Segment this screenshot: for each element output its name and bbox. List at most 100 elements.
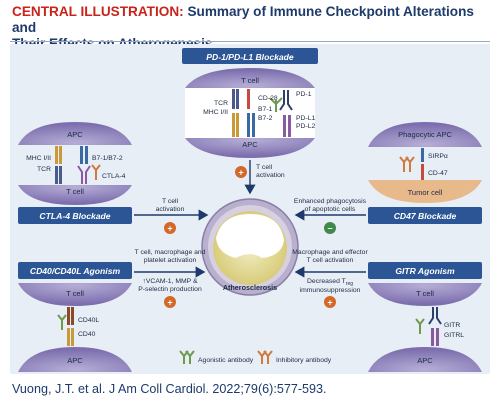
cd40-cd40l-label: CD40L <box>78 317 99 324</box>
ctla4-sign: + <box>167 224 172 234</box>
gitr-banner-text: GITR Agonism <box>395 266 455 276</box>
page-title: CENTRAL ILLUSTRATION: Summary of Immune … <box>12 4 492 52</box>
ctla4-banner-text: CTLA-4 Blockade <box>39 211 110 221</box>
pd1-effect-line2: activation <box>256 172 285 179</box>
gitr-effect-line2: T cell activation <box>307 257 354 264</box>
pd1-tcr-label: TCR <box>214 100 228 107</box>
ctla4-effect-line2: activation <box>156 206 185 213</box>
artery: Atherosclerosis <box>201 198 299 296</box>
pd1-plus-badge <box>235 166 247 178</box>
pd1-apc-label: APC <box>242 140 258 149</box>
pd1-b71-label: B7-1 <box>258 106 273 113</box>
pd1-tcell-label: T cell <box>241 76 259 85</box>
pd1-pd1-label: PD-1 <box>296 91 312 98</box>
gitr-receptors <box>415 307 442 346</box>
cd40-effect-line3: ↑VCAM-1, MMP & <box>142 278 197 285</box>
pd1-banner <box>182 48 318 64</box>
gitr-effect-line3-text: Decreased T <box>307 278 346 285</box>
cd40-receptors <box>57 307 74 346</box>
cd47-receptors <box>399 148 424 180</box>
cd40-sign: + <box>167 298 172 308</box>
pd1-cd28-label: CD-28 <box>258 95 278 102</box>
ctla4-tcr-label: TCR <box>37 166 51 173</box>
title-prefix: CENTRAL ILLUSTRATION: <box>12 4 184 19</box>
cd47-minus-badge <box>324 222 336 234</box>
gitr-banner <box>368 262 482 279</box>
cd47-banner-text: CD47 Blockade <box>394 211 457 221</box>
gitr-tcell-label: T cell <box>416 289 434 298</box>
pd1-apc-shape <box>185 138 315 158</box>
gitr-gitr-label: GITR <box>444 322 460 329</box>
cd40-module: CD40/CD40L Agonism T cell APC CD40L CD40… <box>18 249 206 372</box>
atherosclerosis-label: Atherosclerosis <box>223 283 277 292</box>
gitr-sign: + <box>327 298 332 308</box>
gitr-tcell-shape <box>368 283 482 306</box>
cd40-cd40-label: CD40 <box>78 331 96 338</box>
ctla4-ctla4-label: CTLA-4 <box>102 173 126 180</box>
pd1-banner-text: PD-1/PD-L1 Blockade <box>206 52 294 62</box>
cd40-effect-line4: P-selectin production <box>138 286 202 293</box>
cd47-tumor-shape <box>368 180 482 203</box>
cd40-apc-shape <box>18 347 132 372</box>
cd47-banner <box>368 207 482 224</box>
pd1-pdl1-label: PD-L1 <box>296 115 315 122</box>
header: CENTRAL ILLUSTRATION: Summary of Immune … <box>0 0 500 51</box>
gitr-effect-line4: immunosuppression <box>300 287 361 294</box>
pd1-module: PD-1/PD-L1 Blockade T cell APC TCR MHC I… <box>182 48 318 195</box>
cd47-sirp-label: SIRPα <box>428 153 448 160</box>
gitr-effect-line1: Macrophage and effector <box>292 249 368 256</box>
pd1-mhc-label: MHC I/II <box>203 109 228 116</box>
ctla4-banner <box>18 207 132 224</box>
cd47-cd47-label: CD-47 <box>428 170 448 177</box>
ctla4-effect-line1: T cell <box>162 198 179 205</box>
pd1-effect-line1: T cell <box>256 164 273 171</box>
gitr-gitrl-label: GITRL <box>444 332 464 339</box>
ctla4-apc-shape <box>18 122 132 145</box>
title-line1: Summary of Immune Checkpoint Alterations… <box>12 4 474 35</box>
legend-agonistic: Agonistic antibody <box>198 357 254 364</box>
cd47-sign: − <box>327 224 332 234</box>
gitr-effect-line3: Decreased Treg <box>307 278 353 287</box>
gitr-apc-label: APC <box>417 356 433 365</box>
cd40-tcell-label: T cell <box>66 289 84 298</box>
cd47-tumor-label: Tumor cell <box>408 188 443 197</box>
cd47-phago-label: Phagocytic APC <box>398 130 452 139</box>
ctla4-module: APC T cell MHC I/II TCR B7-1/B7-2 CTLA-4… <box>18 122 209 234</box>
ctla4-plus-badge <box>164 222 176 234</box>
cd40-tcell-shape <box>18 283 132 306</box>
gitr-effect-sub: reg <box>346 281 353 287</box>
gitr-apc-shape <box>368 347 482 372</box>
ctla4-b7-label: B7-1/B7-2 <box>92 155 123 162</box>
cd40-banner <box>18 262 132 279</box>
pd1-sign: + <box>238 168 243 178</box>
ctla4-tcell-shape <box>18 185 132 205</box>
header-divider <box>10 41 490 42</box>
cd40-apc-label: APC <box>67 356 83 365</box>
cd40-banner-text: CD40/CD40L Agonism <box>30 266 121 276</box>
citation: Vuong, J.T. et al. J Am Coll Cardiol. 20… <box>12 382 327 396</box>
pd1-b72-label: B7-2 <box>258 115 273 122</box>
cd40-plus-badge <box>164 296 176 308</box>
legend-inhibitory: Inhibitory antibody <box>276 357 332 364</box>
gitr-module: GITR Agonism T cell APC GITR GITRL Macro… <box>292 249 482 372</box>
ctla4-apc-label: APC <box>67 130 83 139</box>
ctla4-tcell-label: T cell <box>66 187 84 196</box>
gitr-antibody-icon <box>415 318 425 334</box>
pd1-pdl2-label: PD-L2 <box>296 123 315 130</box>
cd40-effect-line2: platelet activation <box>144 257 197 264</box>
pd1-receptors <box>232 89 293 137</box>
ctla4-antibody-icon <box>91 164 101 180</box>
cd47-phago-shape <box>368 122 482 147</box>
ctla4-receptors <box>55 146 101 184</box>
cd40-antibody-icon <box>57 314 67 330</box>
lumen <box>216 214 284 258</box>
legend: Agonistic antibody Inhibitory antibody <box>179 350 332 364</box>
cd40-effect-line1: T cell, macrophage and <box>135 249 206 256</box>
ctla4-mhc-label: MHC I/II <box>26 155 51 162</box>
pd1-antibody-icon <box>269 97 283 112</box>
pd1-tcell-shape <box>185 68 315 88</box>
cd47-module: Phagocytic APC Tumor cell SIRPα CD-47 CD… <box>294 122 482 234</box>
cd47-effect-line2: of apoptotic cells <box>305 206 356 213</box>
